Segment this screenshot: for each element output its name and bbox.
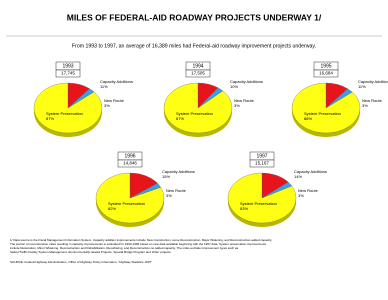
slice-category: Capacity Additions bbox=[162, 169, 195, 174]
slice-category: System Preservation bbox=[46, 111, 83, 116]
slice-category: Capacity Additions bbox=[100, 79, 133, 84]
total-box bbox=[313, 69, 339, 78]
total-box bbox=[185, 69, 211, 78]
pie-title: 1996 bbox=[124, 153, 135, 159]
source: SOURCE: Federal Highway Administration, … bbox=[10, 260, 152, 264]
slice-value-label: 10% bbox=[230, 84, 238, 89]
pie-title: 1997 bbox=[256, 153, 267, 159]
pie-title: 1994 bbox=[192, 63, 203, 69]
pie-total: 14,846 bbox=[123, 161, 137, 166]
page-subtitle: From 1993 to 1997, an average of 16,389 … bbox=[72, 43, 316, 49]
pie-slice bbox=[95, 172, 165, 224]
pie-total: 15,167 bbox=[255, 161, 269, 166]
pie-slice bbox=[291, 82, 361, 134]
pie-title: 1995 bbox=[320, 63, 331, 69]
slice-value-label: 3% bbox=[234, 103, 240, 108]
slice-category: System Preservation bbox=[176, 111, 213, 116]
footnote-line: Safety/Traffic Facility System Managemen… bbox=[10, 250, 172, 254]
total-box bbox=[117, 159, 143, 168]
slice-value-label: 3% bbox=[298, 193, 304, 198]
page-title: MILES OF FEDERAL-AID ROADWAY PROJECTS UN… bbox=[67, 12, 322, 22]
slice-category: Capacity Additions bbox=[230, 79, 263, 84]
slice-value-label: 82% bbox=[108, 206, 116, 211]
footnote-line: 1/ Data source is the Fiscal Management … bbox=[10, 238, 272, 242]
footnote-line: include Restoration, Minor Widening, Rec… bbox=[10, 246, 239, 250]
slice-category: System Preservation bbox=[304, 111, 341, 116]
slice-value-label: 83% bbox=[240, 206, 248, 211]
slice-value-label: 14% bbox=[294, 174, 302, 179]
slice-value-label: 87% bbox=[46, 116, 54, 121]
slice-value-label: 11% bbox=[100, 84, 108, 89]
pie-total: 17,505 bbox=[191, 71, 205, 76]
pie-total: 17,745 bbox=[61, 71, 75, 76]
slice-category: System Preservation bbox=[108, 201, 145, 206]
slice-category: System Preservation bbox=[240, 201, 277, 206]
total-box bbox=[55, 69, 81, 78]
slice-value-label: 11% bbox=[358, 84, 366, 89]
slice-value-label: 87% bbox=[176, 116, 184, 121]
total-box bbox=[249, 159, 275, 168]
slice-value-label: 15% bbox=[162, 174, 170, 179]
pie-slice bbox=[163, 82, 233, 134]
pie-slice bbox=[227, 172, 297, 224]
pie-total: 16,684 bbox=[319, 71, 333, 76]
slice-category: Capacity Additions bbox=[294, 169, 327, 174]
pie-title: 1993 bbox=[62, 63, 73, 69]
slice-category: New Route bbox=[104, 98, 125, 103]
pie-slice bbox=[33, 82, 103, 134]
slice-value-label: 3% bbox=[362, 103, 368, 108]
slice-category: Capacity Additions bbox=[358, 79, 388, 84]
slice-category: New Route bbox=[166, 188, 187, 193]
slice-category: New Route bbox=[234, 98, 255, 103]
slice-value-label: 3% bbox=[104, 103, 110, 108]
slice-category: New Route bbox=[298, 188, 319, 193]
slice-category: New Route bbox=[362, 98, 383, 103]
footnote-line: The portion of reconstruction miles resu… bbox=[10, 242, 266, 246]
slice-value-label: 86% bbox=[304, 116, 312, 121]
slice-value-label: 3% bbox=[166, 193, 172, 198]
